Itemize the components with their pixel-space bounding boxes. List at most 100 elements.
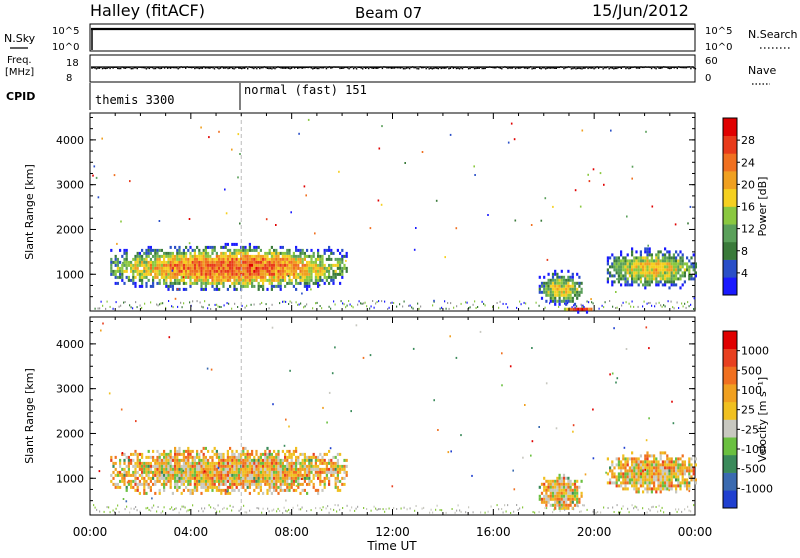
range-time-cell [196,473,199,477]
ground-scatter-cell [393,507,395,510]
range-time-cell [567,275,570,279]
range-time-cell [132,470,135,474]
range-time-cell [143,476,146,480]
freq-point [375,67,377,69]
range-time-cell [551,488,555,492]
range-time-cell [646,259,649,263]
range-time-cell [180,464,183,468]
range-time-cell [147,449,150,453]
freq-point [638,67,641,69]
ground-scatter-cell [498,508,500,511]
range-time-cell [279,263,282,267]
range-time-cell [255,275,258,279]
range-time-cell [275,464,278,468]
range-time-cell [310,260,313,264]
range-time-cell [286,458,289,462]
sparse-cell [204,470,206,473]
range-time-cell [134,473,137,477]
y-tick-label: 1000 [56,472,84,485]
range-time-cell [565,299,568,303]
range-time-cell [226,257,229,261]
range-time-cell [163,461,166,465]
freq-point [534,67,536,70]
sparse-cell [584,473,587,476]
range-time-cell [182,464,185,468]
range-time-cell [611,472,614,476]
range-time-cell [215,272,218,276]
range-time-cell [585,307,589,311]
sparse-cell [687,222,689,225]
ground-scatter-cell [330,508,332,511]
range-time-cell [154,260,157,264]
ground-scatter-cell [333,300,335,303]
range-time-cell [644,259,647,263]
range-time-cell [657,253,660,257]
freq-point [342,67,344,69]
range-time-cell [207,473,210,477]
range-time-cell [185,449,188,453]
sparse-cell [668,489,670,492]
range-time-cell [220,269,223,273]
range-time-cell [209,272,212,276]
range-time-cell [545,500,548,504]
range-time-cell [158,269,161,273]
range-time-cell [193,275,196,279]
range-time-cell [668,250,671,254]
range-time-cell [200,485,203,489]
range-time-cell [631,274,634,278]
range-time-cell [147,467,150,471]
range-time-cell [182,473,185,477]
range-time-cell [242,275,245,279]
range-time-cell [303,479,306,483]
range-time-cell [626,478,629,482]
range-time-cell [686,481,689,485]
ground-scatter-cell [474,300,476,303]
sparse-cell [556,501,559,504]
range-time-cell [187,488,190,492]
ground-scatter-cell [130,306,132,309]
nave-label: Nave [748,64,776,77]
range-time-cell [176,278,179,282]
range-time-cell [336,260,339,264]
range-time-cell [266,488,269,492]
range-time-cell [114,455,117,459]
range-time-cell [123,458,126,462]
range-time-cell [237,260,240,264]
range-time-cell [185,245,188,249]
range-time-cell [218,485,221,489]
range-time-cell [198,452,201,456]
range-time-cell [286,260,289,264]
range-time-cell [617,265,620,269]
range-time-cell [127,275,130,279]
range-time-cell [226,248,229,252]
range-time-cell [193,272,196,276]
range-time-cell [147,464,150,468]
range-time-cell [635,268,638,272]
range-time-cell [277,272,280,276]
range-time-cell [639,478,642,482]
range-time-cell [244,467,247,471]
range-time-cell [672,472,675,476]
freq-point [629,67,632,69]
range-time-cell [554,500,557,504]
colorbar-segment [723,277,737,296]
range-time-cell [244,479,247,483]
range-time-cell [321,260,324,264]
range-time-cell [198,464,201,468]
range-time-cell [661,469,664,473]
freq-point [480,66,482,68]
range-time-cell [615,457,618,461]
ground-scatter-cell [133,507,135,510]
ground-scatter-cell [174,508,176,511]
range-time-cell [694,265,697,269]
ground-scatter-cell [657,510,659,513]
range-time-cell [251,449,254,453]
range-time-cell [655,490,658,494]
range-time-cell [317,467,320,471]
range-time-cell [653,466,656,470]
range-time-cell [321,254,324,258]
range-time-cell [167,455,170,459]
freq-point [572,67,574,70]
ground-scatter-cell [579,510,581,513]
